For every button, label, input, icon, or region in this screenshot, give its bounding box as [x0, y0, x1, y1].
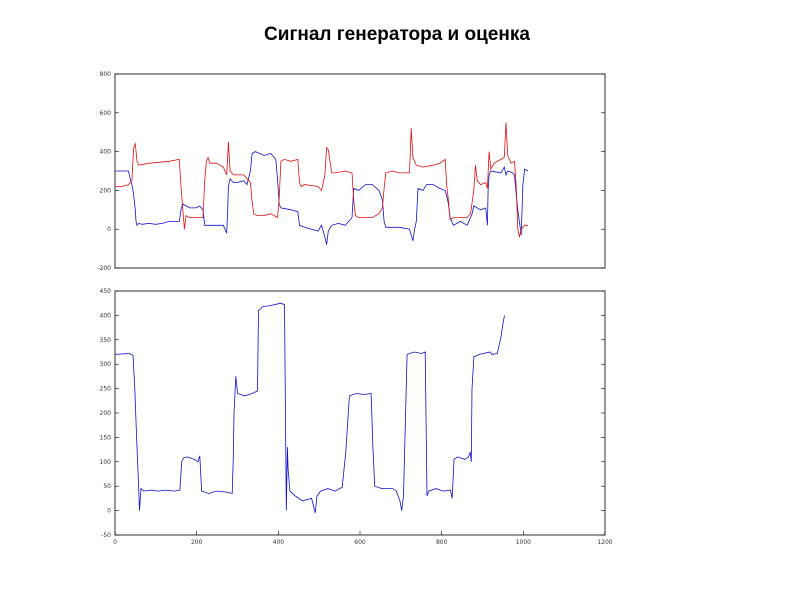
x-tick-label: 600 [354, 539, 366, 546]
y-tick-label: 100 [100, 459, 112, 466]
y-tick-label: 600 [100, 110, 112, 117]
top-chart: -200 0 200 400 600 800 [97, 71, 606, 272]
series-line-1 [115, 122, 528, 238]
y-tick-label: -200 [97, 265, 111, 272]
y-tick-label: 400 [100, 312, 112, 319]
y-tick-label: 150 [100, 434, 112, 441]
x-tick-label: 0 [113, 539, 117, 546]
x-tick-label: 400 [273, 539, 285, 546]
y-tick-label: 350 [100, 337, 112, 344]
x-tick-label: 200 [191, 539, 203, 546]
x-tick-label: 1200 [597, 539, 612, 546]
y-tick-label: 800 [100, 71, 112, 78]
y-tick-label: 50 [103, 483, 111, 490]
plot-frame [114, 73, 606, 269]
y-tick-label: 200 [100, 410, 112, 417]
plot-frame [114, 290, 606, 536]
y-tick-label: 450 [100, 288, 112, 295]
y-tick-label: 250 [100, 386, 112, 393]
y-tick-label: 200 [100, 187, 112, 194]
slide-title: Сигнал генератора и оценка [264, 24, 530, 45]
x-tick-label: 1000 [516, 539, 531, 546]
y-tick-label: 0 [107, 226, 111, 233]
y-tick-label: 400 [100, 149, 112, 156]
y-tick-label: -50 [101, 532, 111, 539]
x-tick-label: 800 [436, 539, 448, 546]
series-line-0 [114, 302, 505, 514]
y-tick-label: 300 [100, 361, 112, 368]
y-tick-label: 0 [107, 508, 111, 515]
series-line-0 [115, 151, 529, 245]
